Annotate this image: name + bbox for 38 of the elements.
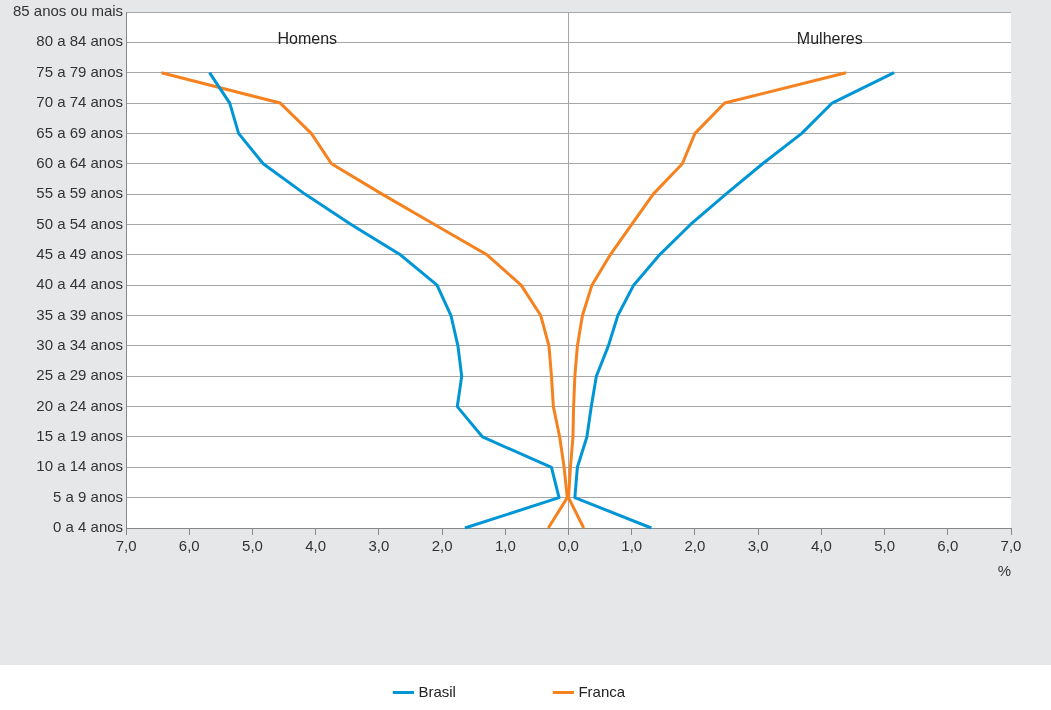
legend-label: Franca [578,682,626,700]
x-tick-label: 3,0 [368,537,390,555]
x-tick-label: 6,0 [937,537,959,555]
x-tick-label: 5,0 [242,537,263,555]
x-tick-label: 7,0 [115,537,137,555]
y-tick-label: 70 a 74 anos [36,93,124,111]
y-tick-label: 35 a 39 anos [36,305,124,323]
y-tick-label: 85 anos ou mais [12,2,124,20]
y-tick-label: 80 a 84 anos [36,32,124,50]
y-tick-label: 20 a 24 anos [36,396,124,414]
y-tick-label: 55 a 59 anos [36,184,124,202]
y-tick-label: 40 a 44 anos [36,275,124,293]
x-tick-label: 4,0 [810,537,832,555]
y-tick-label: 30 a 34 anos [36,336,124,354]
y-tick-label: 45 a 49 anos [36,244,124,262]
x-tick-label: 1,0 [494,537,516,555]
y-tick-label: 10 a 14 anos [36,457,124,475]
y-tick-label: 75 a 79 anos [36,62,124,80]
x-tick-label: 7,0 [1000,537,1022,555]
y-tick-label: 60 a 64 anos [36,153,124,171]
y-tick-label: 15 a 19 anos [36,427,124,445]
x-tick-label: 0,0 [558,537,579,555]
y-tick-label: 5 a 9 anos [53,487,124,505]
legend-label: Brasil [418,682,456,700]
annotation: Mulheres [796,30,863,48]
x-tick-label: 1,0 [621,537,643,555]
y-tick-label: 0 a 4 anos [53,518,124,536]
x-axis-title: % [997,562,1011,580]
x-tick-label: 5,0 [874,537,896,555]
x-tick-label: 6,0 [178,537,200,555]
y-tick-label: 25 a 29 anos [36,366,124,384]
annotation: Homens [277,30,338,48]
x-tick-label: 4,0 [305,537,327,555]
x-tick-label: 2,0 [684,537,706,555]
x-tick-label: 2,0 [431,537,453,555]
x-tick-label: 3,0 [747,537,769,555]
y-tick-label: 50 a 54 anos [36,214,124,232]
y-tick-label: 65 a 69 anos [36,123,124,141]
